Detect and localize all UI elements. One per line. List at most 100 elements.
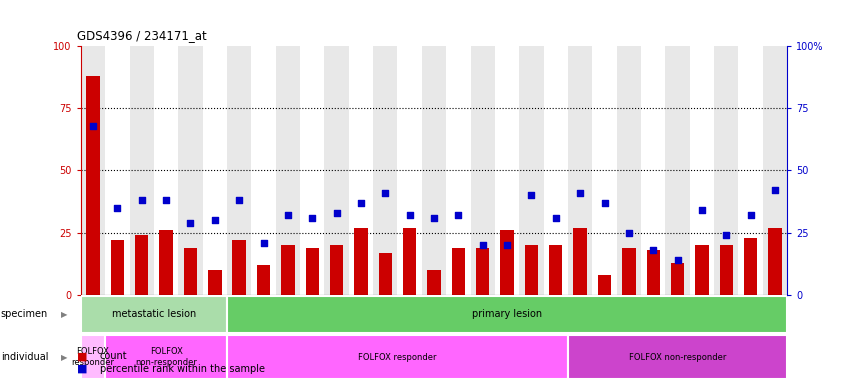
Bar	[203, 46, 227, 295]
Bar	[452, 248, 465, 295]
Bar	[744, 238, 757, 295]
Text: specimen: specimen	[1, 310, 49, 319]
Bar	[257, 265, 271, 295]
Text: FOLFOX
responder: FOLFOX responder	[71, 348, 115, 367]
Bar	[762, 46, 787, 295]
Point	[111, 205, 124, 211]
Bar	[81, 46, 106, 295]
Bar	[695, 245, 709, 295]
Bar	[397, 46, 422, 295]
Bar	[373, 46, 397, 295]
Point	[476, 242, 489, 248]
Point	[524, 192, 538, 199]
Bar	[568, 46, 592, 295]
Bar	[690, 46, 714, 295]
Bar	[135, 235, 148, 295]
Point	[647, 247, 660, 253]
Text: ■: ■	[77, 351, 87, 361]
Bar	[597, 275, 611, 295]
Text: count: count	[100, 351, 127, 361]
Point	[671, 257, 684, 263]
Bar	[349, 46, 373, 295]
Bar	[251, 46, 276, 295]
Point	[232, 197, 246, 204]
Point	[330, 210, 344, 216]
Point	[452, 212, 465, 218]
Point	[744, 212, 757, 218]
Bar	[154, 46, 178, 295]
Bar	[232, 240, 246, 295]
Bar	[106, 335, 227, 379]
Text: ■: ■	[77, 364, 87, 374]
Bar	[714, 46, 739, 295]
Text: ▶: ▶	[61, 310, 68, 319]
Bar	[111, 240, 124, 295]
Bar	[178, 46, 203, 295]
Bar	[525, 245, 538, 295]
Text: metastatic lesion: metastatic lesion	[111, 310, 196, 319]
Bar	[227, 46, 251, 295]
Bar	[184, 248, 197, 295]
Bar	[208, 270, 221, 295]
Bar	[227, 335, 568, 379]
Point	[135, 197, 149, 204]
Bar	[324, 46, 349, 295]
Bar	[671, 263, 684, 295]
Bar	[641, 46, 665, 295]
Bar	[106, 46, 129, 295]
Bar	[86, 76, 100, 295]
Bar	[622, 248, 636, 295]
Point	[403, 212, 416, 218]
Text: GDS4396 / 234171_at: GDS4396 / 234171_at	[77, 29, 206, 42]
Point	[354, 200, 368, 206]
Point	[500, 242, 514, 248]
Point	[379, 190, 392, 196]
Text: percentile rank within the sample: percentile rank within the sample	[100, 364, 265, 374]
Text: individual: individual	[1, 352, 49, 362]
Bar	[427, 270, 441, 295]
Bar	[720, 245, 733, 295]
Text: FOLFOX responder: FOLFOX responder	[358, 353, 437, 362]
Bar	[281, 245, 294, 295]
Point	[549, 215, 563, 221]
Bar	[422, 46, 446, 295]
Bar	[617, 46, 641, 295]
Bar	[476, 248, 489, 295]
Point	[427, 215, 441, 221]
Bar	[495, 46, 519, 295]
Bar	[647, 250, 660, 295]
Bar	[568, 335, 787, 379]
Bar	[300, 46, 324, 295]
Point	[257, 240, 271, 246]
Bar	[379, 253, 392, 295]
Bar	[227, 296, 787, 333]
Point	[719, 232, 733, 238]
Point	[574, 190, 587, 196]
Bar	[276, 46, 300, 295]
Bar	[330, 245, 343, 295]
Point	[208, 217, 221, 223]
Bar	[544, 46, 568, 295]
Bar	[354, 228, 368, 295]
Point	[695, 207, 709, 214]
Bar	[159, 230, 173, 295]
Bar	[549, 245, 563, 295]
Point	[768, 187, 782, 194]
Point	[159, 197, 173, 204]
Point	[86, 122, 100, 129]
Point	[184, 220, 197, 226]
Text: primary lesion: primary lesion	[472, 310, 542, 319]
Point	[281, 212, 294, 218]
Bar	[81, 335, 106, 379]
Bar	[768, 228, 782, 295]
Bar	[519, 46, 544, 295]
Text: FOLFOX
non-responder: FOLFOX non-responder	[135, 348, 197, 367]
Bar	[739, 46, 762, 295]
Bar	[446, 46, 471, 295]
Bar	[403, 228, 416, 295]
Bar	[500, 230, 514, 295]
Point	[306, 215, 319, 221]
Bar	[81, 296, 227, 333]
Bar	[306, 248, 319, 295]
Bar	[665, 46, 690, 295]
